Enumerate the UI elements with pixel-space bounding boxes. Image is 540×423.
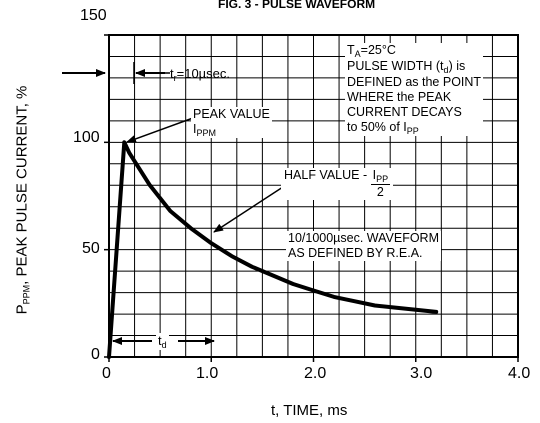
x-tick-label: 3.0 [410,365,433,382]
waveform-line [107,140,439,359]
td-pre: t [158,333,162,348]
x-axis-label: t, TIME, ms [271,402,348,419]
half-num-sub: PP [376,174,389,184]
pw5-pre: to 50% of I [347,120,407,134]
chart-title: FIG. 3 - PULSE WAVEFORM [218,0,376,11]
y-tick-label: 150 [80,7,107,24]
x-tick-label: 0 [102,365,111,382]
ta-line: TA=25°C [347,43,481,59]
x-tick-label: 4.0 [508,365,531,382]
y-axis-label: PPPM, PEAK PULSE CURRENT, % [13,85,32,315]
waveform-note: 10/1000µsec. WAVEFORM AS DEFINED BY R.E.… [286,231,442,261]
peak-arrow [126,117,194,143]
annotation-arrows [62,62,287,345]
pw-line-4: CURRENT DECAYS [347,105,462,119]
pw-line-5: to 50% of IPP [347,120,481,136]
peak-line-2: IPPM [193,122,270,138]
y-axis-label-sub: PPM [21,284,32,305]
y-axis-label-main: P [13,304,31,315]
pw1-pre: PULSE WIDTH (t [347,59,444,73]
y-tick-label: 50 [82,240,100,257]
x-tick-label: 1.0 [196,365,219,382]
y-tick-label: 0 [91,346,100,363]
tr-pre: t [170,66,174,81]
ta-post: =25°C [360,43,396,57]
half-num: I [372,168,377,182]
pulse-width-note: TA=25°C PULSE WIDTH (td) is DEFINED as t… [345,43,484,136]
wave-line-1: 10/1000µsec. WAVEFORM [288,231,440,245]
half-value-arrow [213,184,287,233]
peak-pre: I [193,122,197,136]
pw-line-1: PULSE WIDTH (td) is [347,59,481,75]
tr-post: =10µsec. [176,66,231,81]
tr-annotation: tr=10µsec. [170,66,230,83]
ta-sub: A [354,49,361,59]
tr-sub: r [173,73,177,83]
half-value-note: HALF VALUE - IPP 2 [281,168,394,200]
y-tick-label: 100 [73,129,100,146]
pw-line-2: DEFINED as the POINT [347,75,482,89]
td-annotation: td [156,333,169,350]
ta-pre: T [347,43,355,57]
pw1-post: ) is [448,59,466,73]
peak-sub: PPM [196,128,216,138]
series-layer [107,140,439,359]
td-sub: d [161,340,167,350]
x-tick-label: 2.0 [304,365,327,382]
wave-line-2: AS DEFINED BY R.E.A. [288,246,423,260]
pw-line-3: WHERE the PEAK [347,90,452,104]
peak-line-1: PEAK VALUE [193,107,270,121]
half-den: 2 [376,185,384,199]
y-axis-label-rest: , PEAK PULSE CURRENT, % [13,85,31,285]
half-pre: HALF VALUE - [284,168,371,182]
pw5-sub: PP [406,126,419,136]
pw1-sub: d [443,65,449,75]
peak-value-note: PEAK VALUE IPPM [191,107,272,138]
